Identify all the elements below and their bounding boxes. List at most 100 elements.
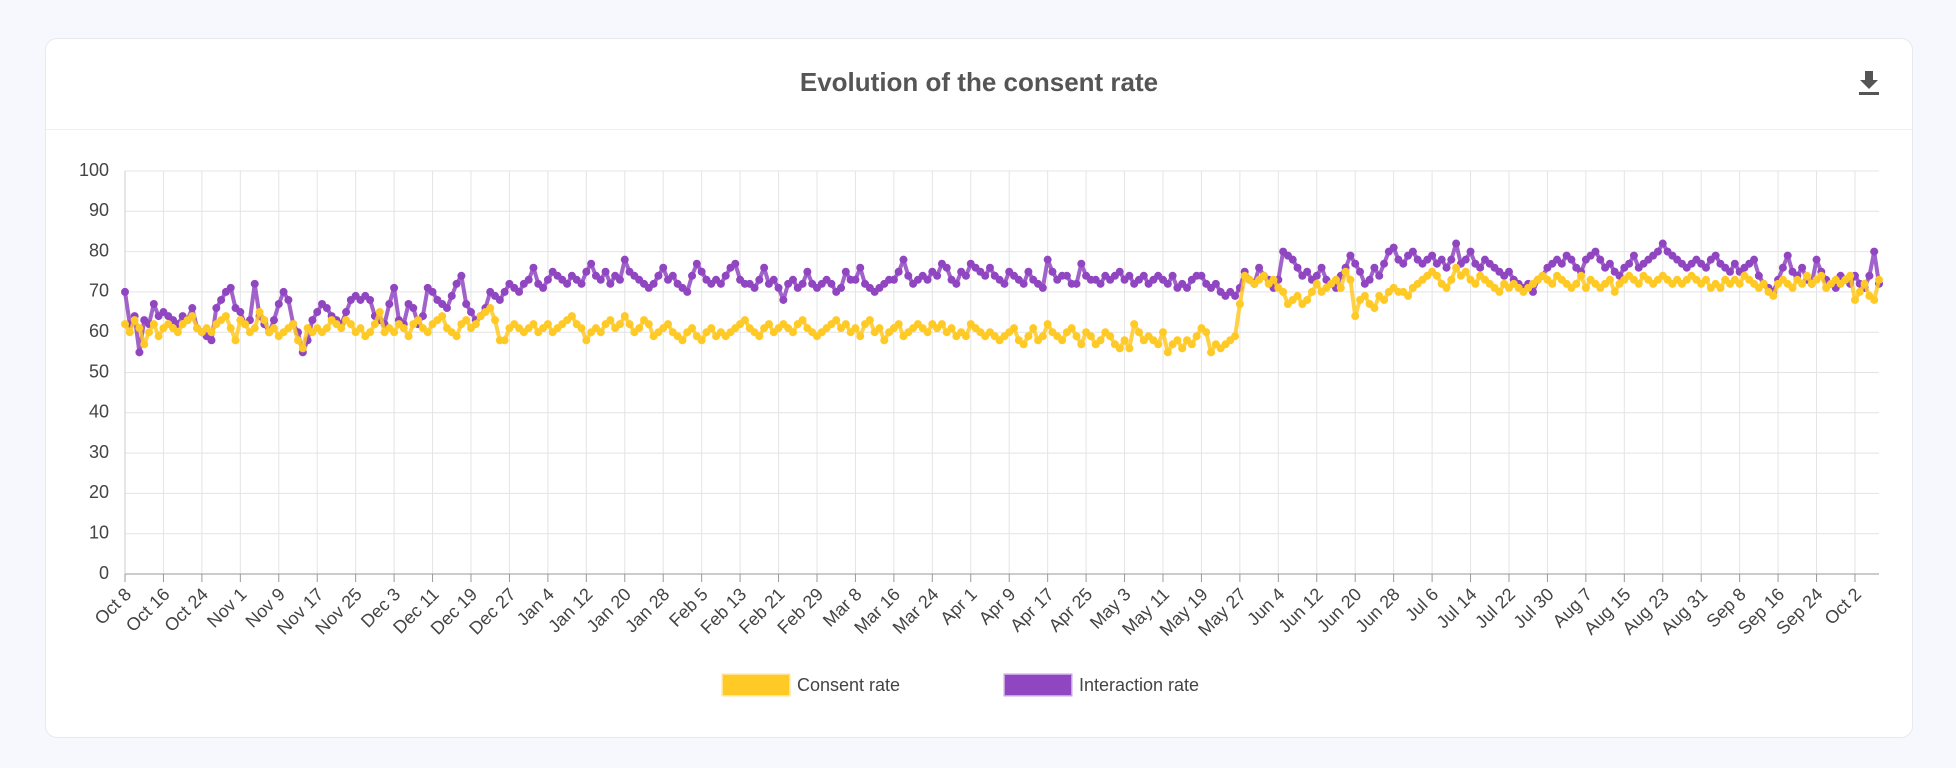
point [207,336,216,345]
point [1365,275,1374,284]
point [404,332,413,341]
x-tick-label: Apr 1 [936,584,981,629]
legend-label[interactable]: Interaction rate [1079,675,1199,695]
point [683,287,692,296]
point [1062,271,1071,280]
point [1658,239,1667,248]
point [764,320,773,329]
point [1356,267,1365,276]
y-tick-label: 80 [89,240,109,260]
point [529,320,538,329]
point [1447,275,1456,284]
point [1370,263,1379,272]
point [1187,340,1196,349]
point [1178,344,1187,353]
point [1370,304,1379,313]
point [500,336,509,345]
point [255,308,264,317]
point [716,279,725,288]
point [1293,263,1302,272]
point [731,259,740,268]
point [567,312,576,321]
point [486,304,495,313]
point [1726,267,1735,276]
point [1788,283,1797,292]
point [688,271,697,280]
point [779,295,788,304]
point [1581,283,1590,292]
point [346,320,355,329]
point [851,324,860,333]
point [1048,267,1057,276]
point [1591,247,1600,256]
point [390,328,399,337]
point [1211,279,1220,288]
point [659,263,668,272]
point [1850,295,1859,304]
point [577,279,586,288]
point [923,275,932,284]
point [1447,255,1456,264]
point [226,324,235,333]
point [1442,283,1451,292]
point [788,275,797,284]
point [1769,291,1778,300]
point [1346,275,1355,284]
point [577,324,586,333]
point [269,324,278,333]
legend-swatch[interactable] [1003,673,1073,697]
point [1855,287,1864,296]
point [1168,271,1177,280]
point [1235,299,1244,308]
card-header: Evolution of the consent rate [46,39,1912,130]
point [625,320,634,329]
point [1567,255,1576,264]
chart-title: Evolution of the consent rate [799,67,1159,97]
point [149,320,158,329]
point [217,295,226,304]
point [1043,320,1052,329]
point [952,279,961,288]
point [1139,271,1148,280]
point [1548,279,1557,288]
point [1610,287,1619,296]
y-tick-label: 100 [79,160,109,180]
point [154,332,163,341]
point [1408,247,1417,256]
point [471,320,480,329]
point [322,324,331,333]
point [1846,271,1855,280]
point [1577,271,1586,280]
point [635,324,644,333]
point [1798,279,1807,288]
point [1134,328,1143,337]
y-tick-label: 40 [89,402,109,422]
point [1183,283,1192,292]
point [1380,295,1389,304]
x-tick-label: Jul 14 [1433,584,1481,632]
point [1024,332,1033,341]
point [452,279,461,288]
x-tick-label: Jan 28 [621,584,673,636]
download-button[interactable] [1856,69,1882,97]
point [529,263,538,272]
point [462,316,471,325]
point [1303,295,1312,304]
legend-label[interactable]: Consent rate [797,675,900,695]
point [293,336,302,345]
point [688,324,697,333]
point [1759,279,1768,288]
point [620,312,629,321]
point [1428,251,1437,260]
point [1331,275,1340,284]
point [370,320,379,329]
point [1399,259,1408,268]
x-tick-label: Jul 22 [1471,584,1519,632]
point [1288,255,1297,264]
legend-swatch[interactable] [721,673,791,697]
point [961,332,970,341]
point [121,320,129,329]
point [1557,259,1566,268]
point [582,267,591,276]
point [1802,271,1811,280]
